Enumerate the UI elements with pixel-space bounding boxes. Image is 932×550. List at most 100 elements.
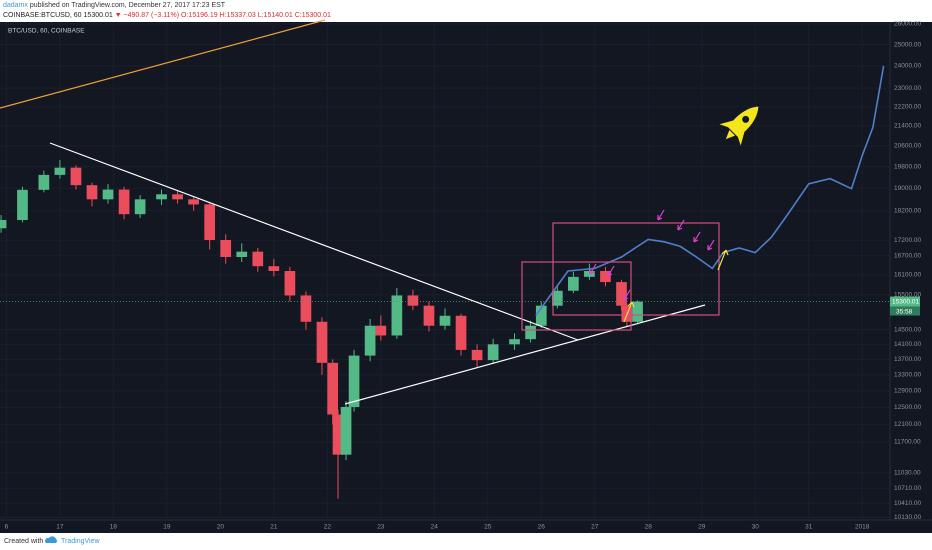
x-tick-label: 20: [217, 524, 225, 531]
y-tick-label: 16700.00: [894, 252, 921, 259]
candle-body: [118, 189, 130, 215]
arrow: [657, 209, 665, 221]
candle-body: [535, 305, 547, 326]
candle-body: [236, 251, 248, 257]
y-tick-label: 13700.00: [894, 356, 921, 363]
y-tick-label: 12100.00: [894, 421, 921, 428]
candle-body: [423, 305, 435, 326]
candle-body: [439, 315, 451, 326]
y-tick-label: 14500.00: [894, 326, 921, 333]
lower-trendline: [344, 304, 706, 405]
rocket-body: [727, 106, 759, 138]
candle-body: [332, 414, 344, 455]
change: ▼ −490.87 (−3.11%): [115, 12, 179, 19]
y-tick-label: 22200.00: [894, 103, 921, 110]
y-tick-label: 25000.00: [894, 41, 921, 48]
x-tick-label: 25: [484, 524, 492, 531]
candle-body: [252, 251, 264, 267]
x-tick-label: 27: [591, 524, 599, 531]
candle-body: [156, 194, 167, 200]
candle-body: [487, 344, 499, 361]
x-tick-label: 23: [377, 524, 385, 531]
x-tick-label: 19: [163, 524, 171, 531]
author: dadamx: [3, 2, 28, 9]
x-tick-label: 26: [538, 524, 546, 531]
last: 15300.01: [84, 12, 113, 19]
arrow: [707, 239, 715, 251]
published: published on TradingView.com, December 2…: [30, 2, 226, 9]
candle-body: [54, 167, 66, 175]
candle-body: [188, 199, 199, 205]
candle-body: [364, 325, 376, 356]
axes: 26000.00 25000.00 24000.00 23000.00 22200.00…: [5, 21, 922, 531]
candle-body: [284, 271, 296, 296]
ohlc: O:15196.19 H:15337.03 L:15140.01 C:15300…: [181, 12, 331, 19]
candle-body: [348, 355, 360, 407]
header-line-1: dadamx published on TradingView.com, Dec…: [3, 2, 226, 9]
last-price-box: [890, 296, 920, 307]
arrow: [693, 231, 701, 243]
arrow: [623, 301, 635, 323]
candle-body: [17, 189, 28, 220]
candle-body: [568, 276, 579, 291]
candle-body: [268, 266, 280, 272]
chart-bg: [0, 22, 932, 533]
y-tick-label: 14100.00: [894, 341, 921, 348]
y-tick-label: 10410.00: [894, 500, 921, 507]
grid: [0, 22, 890, 520]
candle-body: [471, 349, 483, 361]
x-tick-label: 22: [324, 524, 332, 531]
footer-bg: [0, 533, 932, 550]
drawings: [0, 19, 759, 405]
arrow: [677, 219, 685, 231]
candle-body: [551, 290, 563, 306]
y-tick-label: 23000.00: [894, 85, 921, 92]
y-tick-label: 11700.00: [894, 439, 921, 446]
last-price-label: 15300.01: [892, 298, 919, 305]
candle-body: [327, 362, 339, 415]
orange-trendline: [0, 19, 326, 109]
candle-body: [0, 219, 7, 229]
arrow: [589, 263, 597, 275]
upper-trendline: [49, 142, 579, 341]
candle-body: [525, 325, 536, 340]
x-tick-label: 6: [5, 524, 9, 531]
x-tick-label: 30: [752, 524, 760, 531]
brand-logo: [45, 536, 57, 543]
y-tick-label: 18200.00: [894, 207, 921, 214]
candle-body: [102, 189, 114, 200]
candle-body: [86, 185, 98, 200]
y-tick-label: 15500.00: [894, 291, 921, 298]
x-tick-label: 21: [270, 524, 278, 531]
candle-body: [632, 301, 643, 322]
yellow-arrows: [623, 249, 729, 323]
candle-body: [375, 325, 387, 336]
y-tick-label: 11030.00: [894, 470, 921, 477]
x-tick-label: 28: [645, 524, 653, 531]
countdown: 35:58: [896, 308, 913, 315]
candle-body: [172, 194, 183, 200]
candle-body: [455, 315, 467, 350]
y-tick-label: 26000.00: [894, 21, 921, 28]
y-tick-label: 24000.00: [894, 63, 921, 70]
footer-created: Created with: [4, 538, 43, 545]
arrow: [623, 289, 631, 301]
header-bg: [0, 0, 932, 22]
candle-body: [340, 406, 352, 455]
candle-body: [220, 239, 232, 257]
footer-brand: TradingView: [61, 538, 100, 545]
candle-body: [70, 167, 82, 186]
x-tick-label: 31: [805, 524, 813, 531]
arrow: [607, 265, 615, 277]
y-tick-label: 19800.00: [894, 163, 921, 170]
projection-line: [535, 65, 885, 316]
y-tick-label: 21400.00: [894, 123, 921, 130]
x-tick-label: 29: [698, 524, 706, 531]
rocket-window: [742, 115, 750, 123]
x-tick-label: 2018: [855, 524, 870, 531]
x-tick-label: 18: [110, 524, 118, 531]
symbol: COINBASE:BTCUSD, 60: [3, 12, 82, 19]
pink-arrows: [589, 209, 715, 301]
candle-body: [509, 339, 520, 345]
